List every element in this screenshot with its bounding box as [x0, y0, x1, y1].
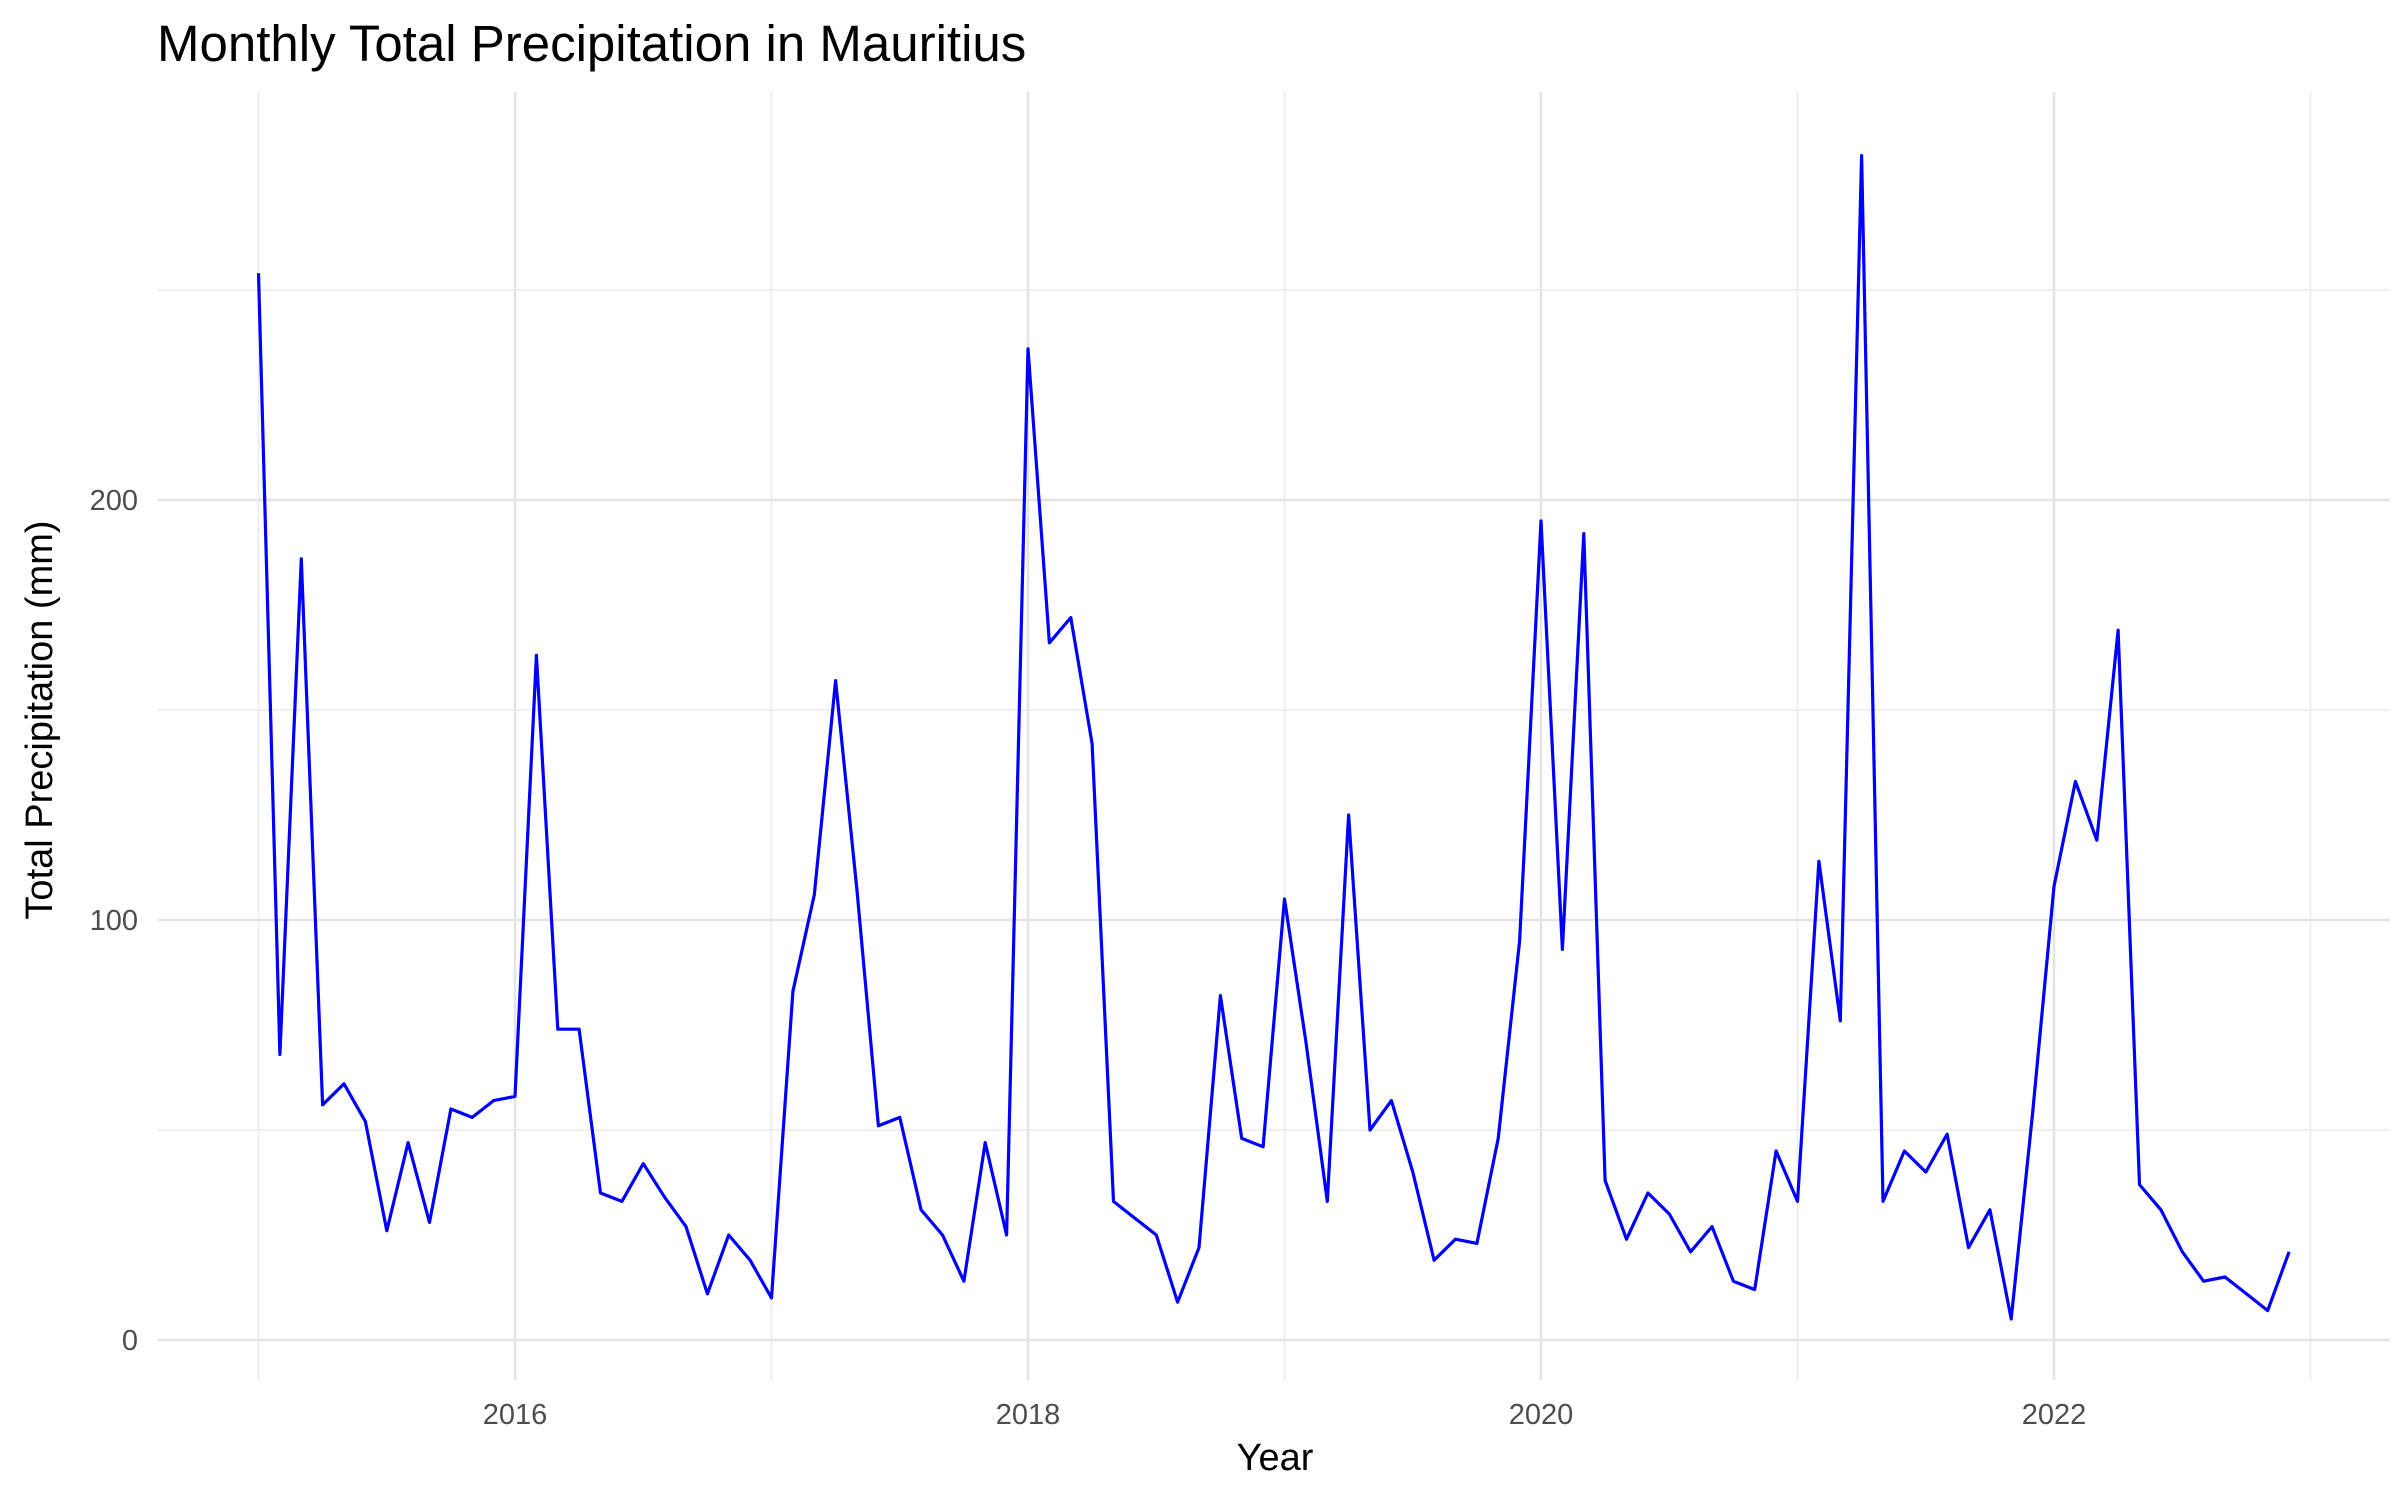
x-tick-label: 2018 [996, 1399, 1061, 1431]
x-tick-label: 2020 [1509, 1399, 1574, 1431]
x-axis-title: Year [1237, 1437, 1314, 1479]
y-tick-label: 200 [90, 485, 138, 517]
y-tick-label: 0 [122, 1325, 138, 1357]
major-gridlines [158, 92, 2390, 1380]
y-axis-title: Total Precipitation (mm) [19, 520, 61, 919]
chart-title: Monthly Total Precipitation in Mauritius [157, 15, 1027, 72]
y-tick-label: 100 [90, 905, 138, 937]
x-tick-label: 2022 [2022, 1399, 2087, 1431]
series-line-0 [256, 154, 2291, 1321]
y-axis-ticks: 0 100 200 [90, 485, 138, 1357]
series-layer [256, 154, 2291, 1321]
x-axis-ticks: 2016 2018 2020 2022 [483, 1399, 2087, 1431]
x-tick-label: 2016 [483, 1399, 548, 1431]
